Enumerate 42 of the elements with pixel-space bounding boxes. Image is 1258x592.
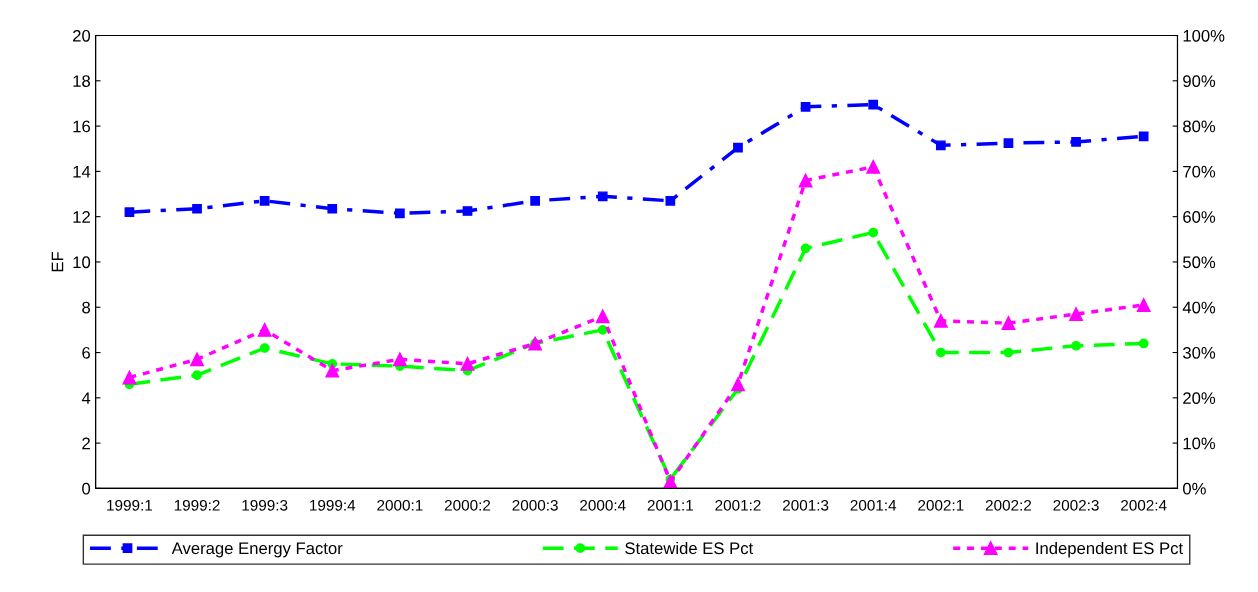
y2-tick-label: 0% — [1183, 482, 1206, 495]
y-axis-title: EF — [51, 251, 64, 272]
y2-tick-label: 60% — [1183, 211, 1216, 223]
x-tick-label: 1999:2 — [174, 499, 220, 511]
x-tick-label: 2001:1 — [647, 499, 693, 511]
x-tick-label: 1999:3 — [242, 499, 288, 511]
y2-tick-label: 40% — [1182, 301, 1216, 314]
legend-label: Statewide ES Pct — [625, 541, 754, 555]
y2-tick-label: 20% — [1183, 392, 1216, 405]
x-tick-label: 2000:3 — [512, 499, 558, 511]
x-tick-label: 2001:3 — [783, 499, 829, 511]
y-tick-label: 14 — [73, 165, 91, 178]
y2-tick-label: 10% — [1183, 437, 1216, 450]
y-tick-label: 0 — [82, 482, 91, 495]
y-tick-label: 10 — [73, 256, 91, 269]
y-tick-label: 12 — [73, 211, 90, 223]
y-tick-label: 6 — [82, 346, 91, 359]
y-tick-label: 18 — [73, 75, 91, 88]
x-tick-label: 1999:4 — [310, 499, 356, 511]
legend-label: Average Energy Factor — [171, 542, 343, 558]
y2-tick-label: 80% — [1183, 120, 1216, 133]
x-tick-label: 2002:1 — [918, 499, 964, 511]
y-tick-label: 16 — [73, 120, 91, 133]
y2-tick-label: 50% — [1183, 256, 1216, 269]
y2-tick-label: 70% — [1183, 165, 1216, 178]
y-tick-label: 4 — [81, 392, 91, 404]
y2-tick-label: 90% — [1183, 75, 1216, 88]
y-tick-label: 20 — [73, 29, 91, 42]
y-tick-label: 2 — [82, 437, 90, 450]
x-tick-label: 2002:3 — [1053, 499, 1099, 511]
x-tick-label: 1999:1 — [107, 499, 153, 511]
x-tick-label: 2000:4 — [580, 499, 626, 511]
x-tick-label: 2002:4 — [1121, 499, 1167, 511]
x-tick-label: 2002:2 — [985, 499, 1032, 511]
y-tick-label: 8 — [82, 301, 91, 314]
x-tick-label: 2000:2 — [444, 499, 491, 511]
x-tick-label: 2001:4 — [850, 499, 897, 511]
x-tick-label: 2001:2 — [715, 499, 761, 511]
y2-tick-label: 30% — [1182, 346, 1216, 359]
x-tick-label: 2000:1 — [377, 499, 423, 511]
y2-tick-label: 100% — [1183, 29, 1225, 42]
legend-label: Independent ES Pct — [1036, 541, 1183, 558]
